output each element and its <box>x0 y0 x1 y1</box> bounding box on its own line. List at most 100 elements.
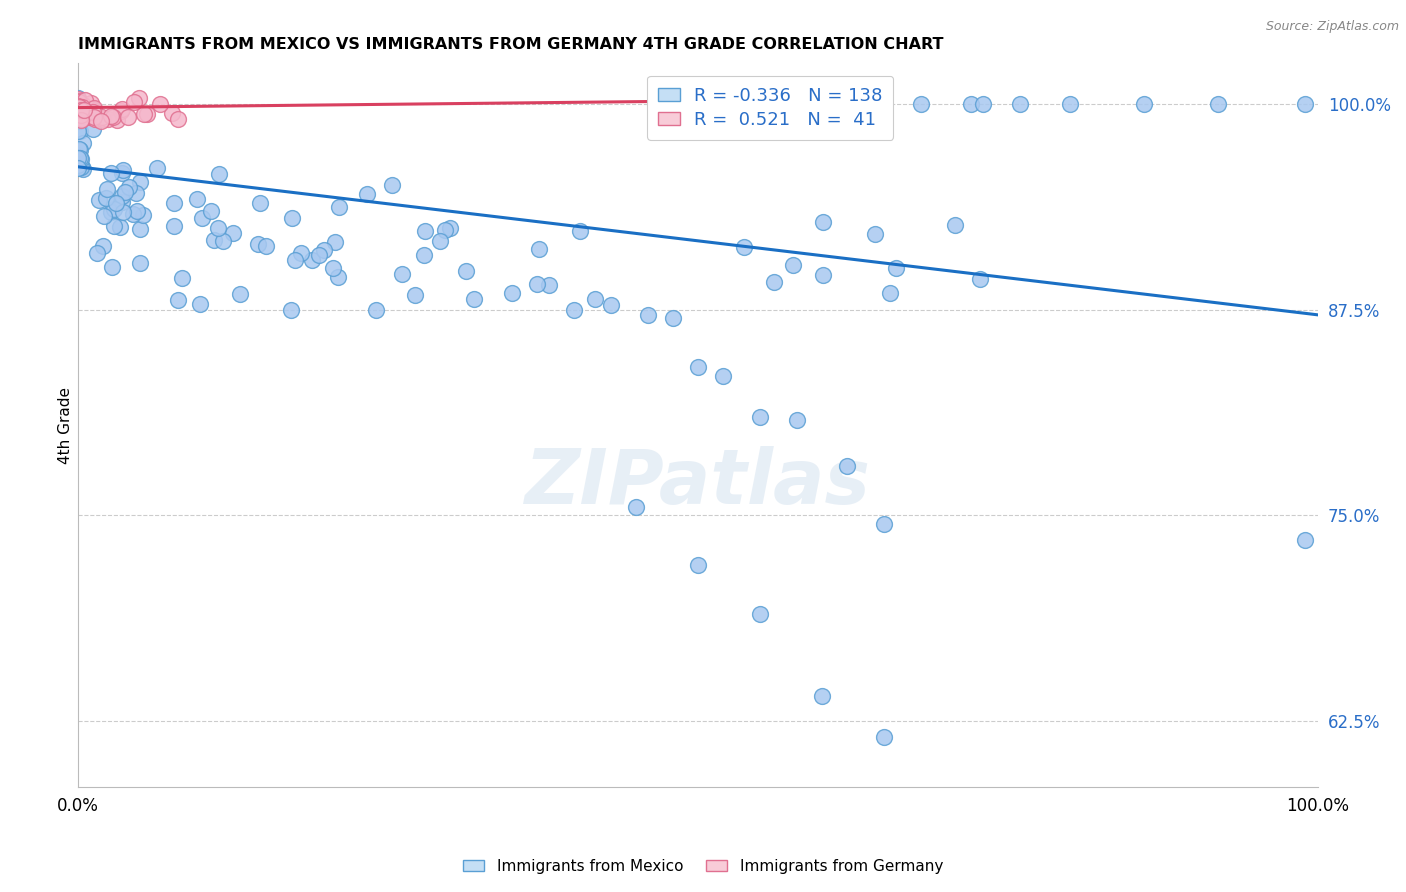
Point <box>72 162 94 177</box>
Point <box>67 112 90 126</box>
Point <box>67 142 90 156</box>
Point <box>110 103 132 118</box>
Point <box>748 607 770 622</box>
Point <box>112 163 135 178</box>
Legend: Immigrants from Mexico, Immigrants from Germany: Immigrants from Mexico, Immigrants from … <box>457 853 949 880</box>
Point <box>70 161 93 175</box>
Point <box>72 102 94 116</box>
Point <box>662 311 685 326</box>
Point <box>67 95 90 109</box>
Point <box>322 261 344 276</box>
Point <box>364 302 387 317</box>
Point <box>172 271 194 285</box>
Point <box>96 182 118 196</box>
Point <box>463 293 485 307</box>
Point <box>733 240 755 254</box>
Point <box>1059 97 1081 112</box>
Point <box>583 293 606 307</box>
Text: IMMIGRANTS FROM MEXICO VS IMMIGRANTS FROM GERMANY 4TH GRADE CORRELATION CHART: IMMIGRANTS FROM MEXICO VS IMMIGRANTS FRO… <box>79 37 943 53</box>
Point <box>118 180 141 194</box>
Point <box>284 252 307 267</box>
Text: Source: ZipAtlas.com: Source: ZipAtlas.com <box>1265 20 1399 33</box>
Point <box>1294 533 1316 548</box>
Point <box>910 97 932 112</box>
Point <box>111 204 134 219</box>
Point <box>111 103 134 117</box>
Point <box>125 203 148 218</box>
Point <box>600 298 623 312</box>
Point <box>290 246 312 260</box>
Point <box>90 110 112 124</box>
Point <box>67 99 90 113</box>
Point <box>69 103 91 117</box>
Point <box>1208 97 1230 112</box>
Point <box>162 196 184 211</box>
Point <box>67 99 90 113</box>
Point <box>67 95 90 110</box>
Point <box>67 151 90 165</box>
Point <box>90 113 112 128</box>
Point <box>125 186 148 200</box>
Point <box>103 110 125 124</box>
Point <box>129 256 152 270</box>
Text: ZIPatlas: ZIPatlas <box>524 446 870 520</box>
Point <box>82 103 104 117</box>
Point <box>454 264 477 278</box>
Point <box>136 107 159 121</box>
Point <box>429 234 451 248</box>
Point <box>884 261 907 276</box>
Point <box>413 248 436 262</box>
Point <box>114 186 136 200</box>
Point <box>562 302 585 317</box>
Point <box>67 100 90 114</box>
Point <box>101 260 124 275</box>
Point <box>308 248 330 262</box>
Point <box>280 302 302 317</box>
Point <box>786 413 808 427</box>
Point <box>160 106 183 120</box>
Point <box>132 208 155 222</box>
Point <box>762 275 785 289</box>
Point <box>959 97 981 112</box>
Y-axis label: 4th Grade: 4th Grade <box>58 386 73 464</box>
Point <box>863 227 886 241</box>
Point <box>191 211 214 225</box>
Point <box>83 110 105 124</box>
Point <box>569 224 592 238</box>
Point <box>67 161 90 176</box>
Point <box>686 558 709 572</box>
Point <box>104 195 127 210</box>
Point <box>100 109 122 123</box>
Point <box>835 459 858 474</box>
Point <box>527 242 550 256</box>
Point <box>810 690 832 704</box>
Point <box>129 221 152 235</box>
Point <box>69 152 91 166</box>
Point <box>117 110 139 124</box>
Point <box>67 148 90 162</box>
Point <box>813 214 835 228</box>
Point <box>67 104 90 119</box>
Point <box>67 91 90 105</box>
Point <box>128 91 150 105</box>
Point <box>391 267 413 281</box>
Point <box>69 151 91 165</box>
Point <box>86 245 108 260</box>
Point <box>111 166 134 180</box>
Point <box>111 189 134 203</box>
Point <box>711 368 734 383</box>
Point <box>132 107 155 121</box>
Point <box>356 186 378 201</box>
Point <box>381 178 404 193</box>
Point <box>111 195 134 210</box>
Point <box>228 286 250 301</box>
Point <box>249 196 271 211</box>
Point <box>254 239 277 253</box>
Point <box>76 110 98 124</box>
Point <box>72 97 94 112</box>
Point <box>972 97 994 112</box>
Point <box>77 110 100 124</box>
Point <box>748 409 770 424</box>
Point <box>89 193 111 207</box>
Point <box>67 103 90 118</box>
